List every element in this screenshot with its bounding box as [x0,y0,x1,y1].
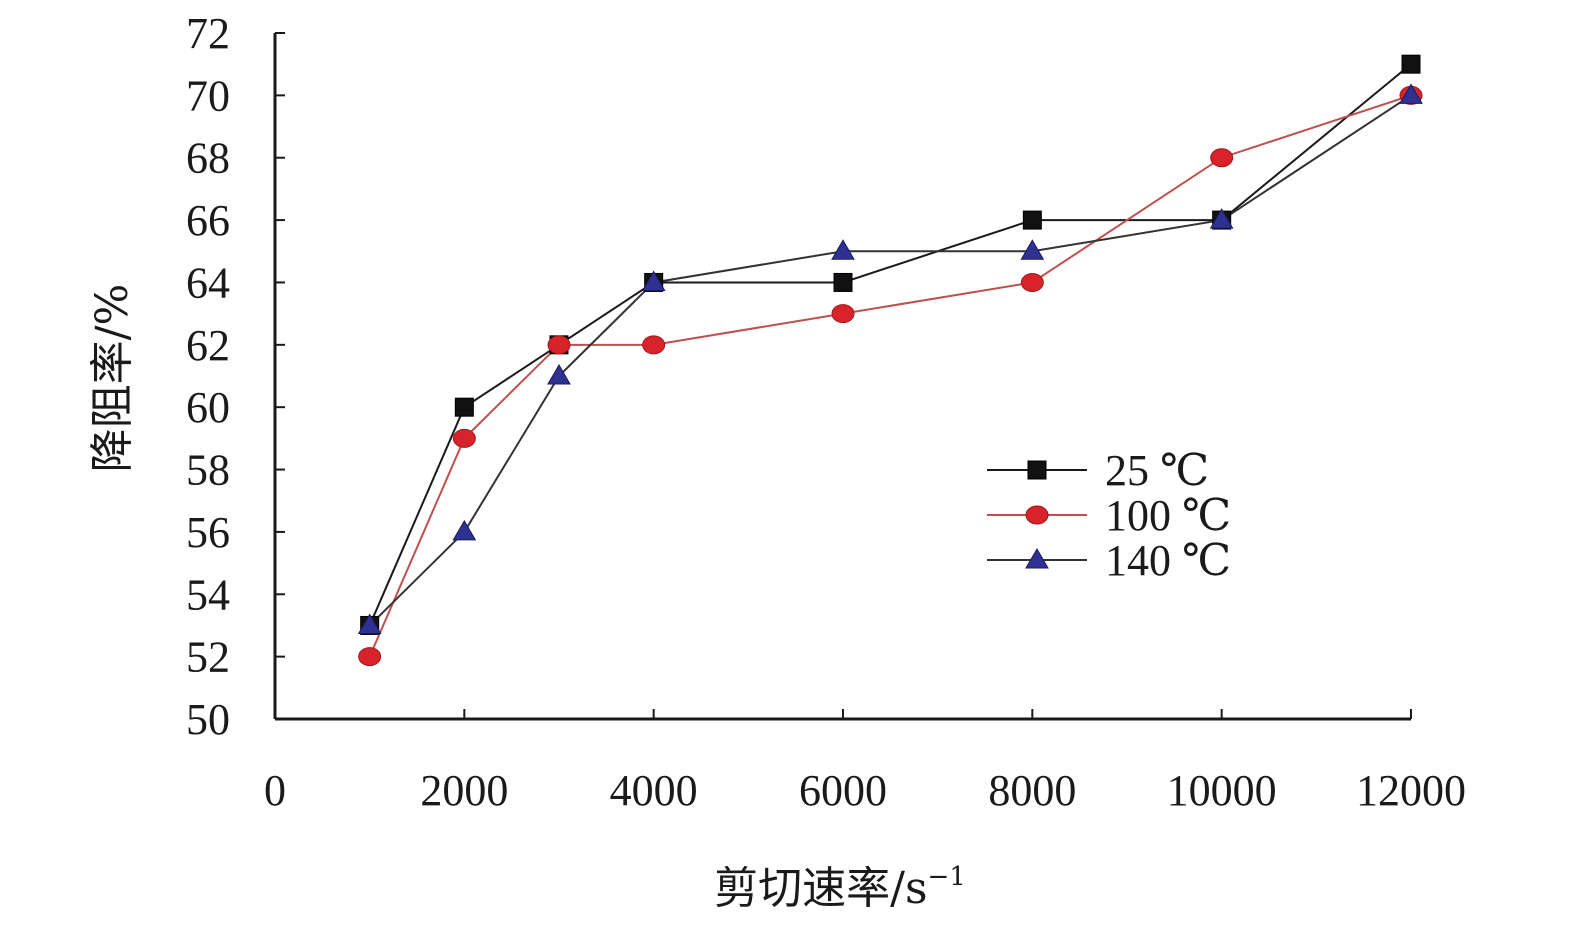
series-group [357,54,1423,667]
x-tick-label: 12000 [1356,766,1466,815]
data-point-series-2 [1209,208,1234,229]
data-point-series-2 [1020,239,1045,260]
y-tick-label: 68 [186,134,230,183]
data-point-series-2 [452,519,477,541]
series-line-0 [368,63,1412,626]
y-axis-title: 降阻率/% [87,284,138,473]
x-tick-label: 10000 [1167,766,1277,815]
x-tick-label: 8000 [988,766,1076,815]
legend-marker [1027,460,1047,480]
data-point-series-1 [547,335,571,355]
data-point-series-0 [454,397,474,417]
y-tick-label: 54 [186,570,230,619]
x-axis-title-text: 剪切速率/s [714,863,927,914]
data-point-series-0 [833,272,853,292]
data-point-series-1 [1210,148,1234,168]
data-point-series-1 [452,428,476,448]
data-point-series-2 [641,270,666,291]
legend-marker [1025,548,1049,569]
x-axis-title-superscript: −1 [928,862,966,892]
data-point-series-1 [831,304,855,324]
x-ticks: 0 2000 4000 6000 8000 10000 12000 [264,709,1466,815]
y-tick-label: 72 [186,9,230,58]
data-point-series-1 [358,647,382,667]
y-ticks: 50 52 54 56 58 60 62 64 66 68 70 72 [186,9,285,744]
y-tick-label: 64 [186,258,230,307]
y-tick-label: 56 [186,508,230,557]
data-point-series-1 [1020,272,1044,292]
y-tick-label: 70 [186,71,230,120]
y-tick-label: 62 [186,321,230,370]
x-axis-title: 剪切速率/s−1 [714,862,966,914]
x-tick-label: 0 [264,766,286,815]
y-tick-label: 50 [186,695,230,744]
y-tick-label: 52 [186,633,230,682]
data-point-series-0 [1022,210,1042,230]
x-tick-label: 4000 [610,766,698,815]
y-tick-label: 58 [186,446,230,495]
data-point-series-2 [831,239,855,260]
data-point-series-2 [1399,83,1423,104]
legend-label: 25 ℃ [1105,446,1209,495]
legend-marker [1025,505,1049,525]
data-point-series-0 [1401,54,1421,74]
y-tick-label: 60 [186,383,230,432]
series-line-1 [368,94,1412,658]
series-line-2 [368,94,1412,627]
legend-label: 140 ℃ [1105,536,1231,585]
data-point-series-2 [357,613,382,634]
axes [273,33,1411,721]
x-tick-label: 6000 [799,766,887,815]
data-point-series-2 [547,364,571,385]
x-tick-label: 2000 [420,766,508,815]
y-tick-label: 66 [186,196,230,245]
legend-label: 100 ℃ [1105,491,1231,540]
data-point-series-1 [642,335,666,355]
